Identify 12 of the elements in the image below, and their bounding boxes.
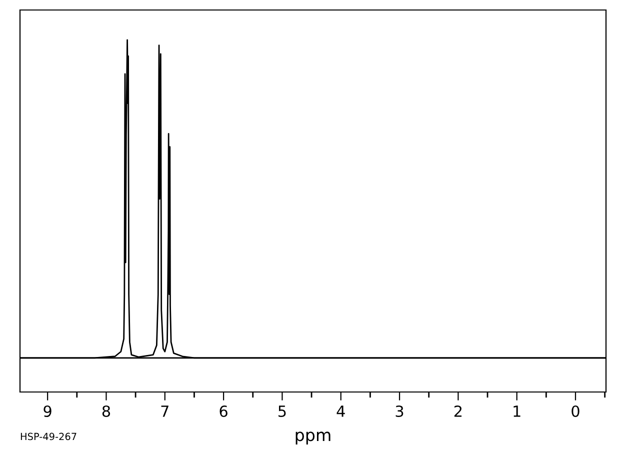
x-tick-label: 2 [454,405,462,417]
x-axis-title: ppm [296,432,330,444]
text: HSP-49-267 [20,432,76,440]
x-tick-label: 3 [396,405,404,418]
x-tick-label: 5 [278,406,286,418]
x-tick-label: 1 [514,406,520,417]
x-tick-label: 6 [220,405,228,418]
x-tick-label: 9 [44,405,52,418]
x-tick-label: 8 [102,405,110,418]
x-tick-label: 7 [161,406,168,417]
x-tick-label: 4 [336,406,345,417]
x-tick-label: 0 [572,405,580,418]
